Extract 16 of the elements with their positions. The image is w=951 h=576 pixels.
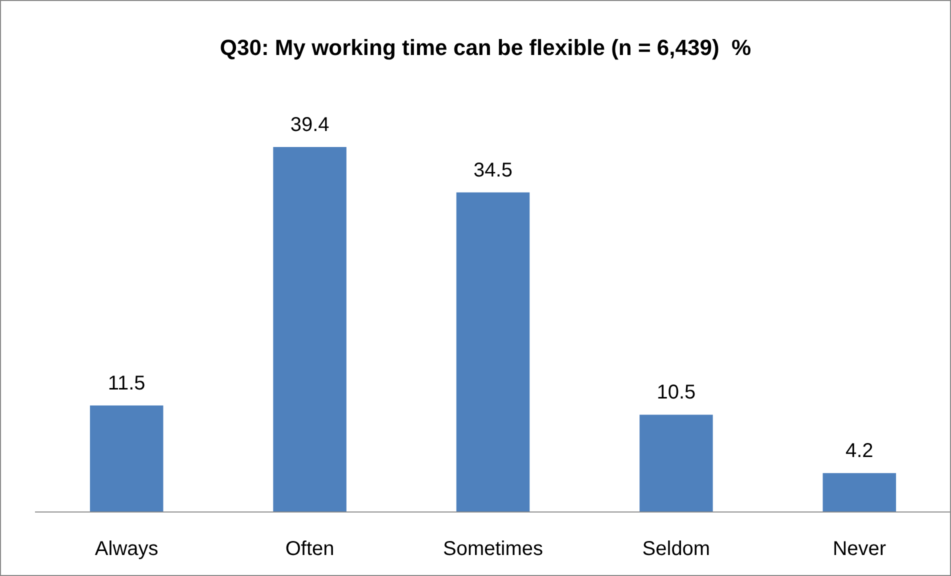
chart-title: Q30: My working time can be flexible (n = 6,439) % [220, 35, 752, 60]
data-label: 11.5 [108, 372, 146, 394]
bar [822, 473, 896, 512]
bar [90, 405, 164, 512]
data-label: 39.4 [290, 114, 330, 136]
data-label: 4.2 [845, 440, 874, 462]
x-tick-label: Often [285, 538, 334, 560]
x-tick-label: Seldom [642, 538, 710, 560]
x-tick-label: Never [832, 538, 886, 560]
bar [640, 414, 713, 512]
x-tick-label: Sometimes [442, 538, 544, 560]
bar [456, 192, 530, 512]
x-tick-label: Always [94, 538, 158, 560]
data-label: 10.5 [656, 382, 696, 404]
bar [273, 147, 346, 512]
data-label: 34.5 [474, 159, 512, 182]
